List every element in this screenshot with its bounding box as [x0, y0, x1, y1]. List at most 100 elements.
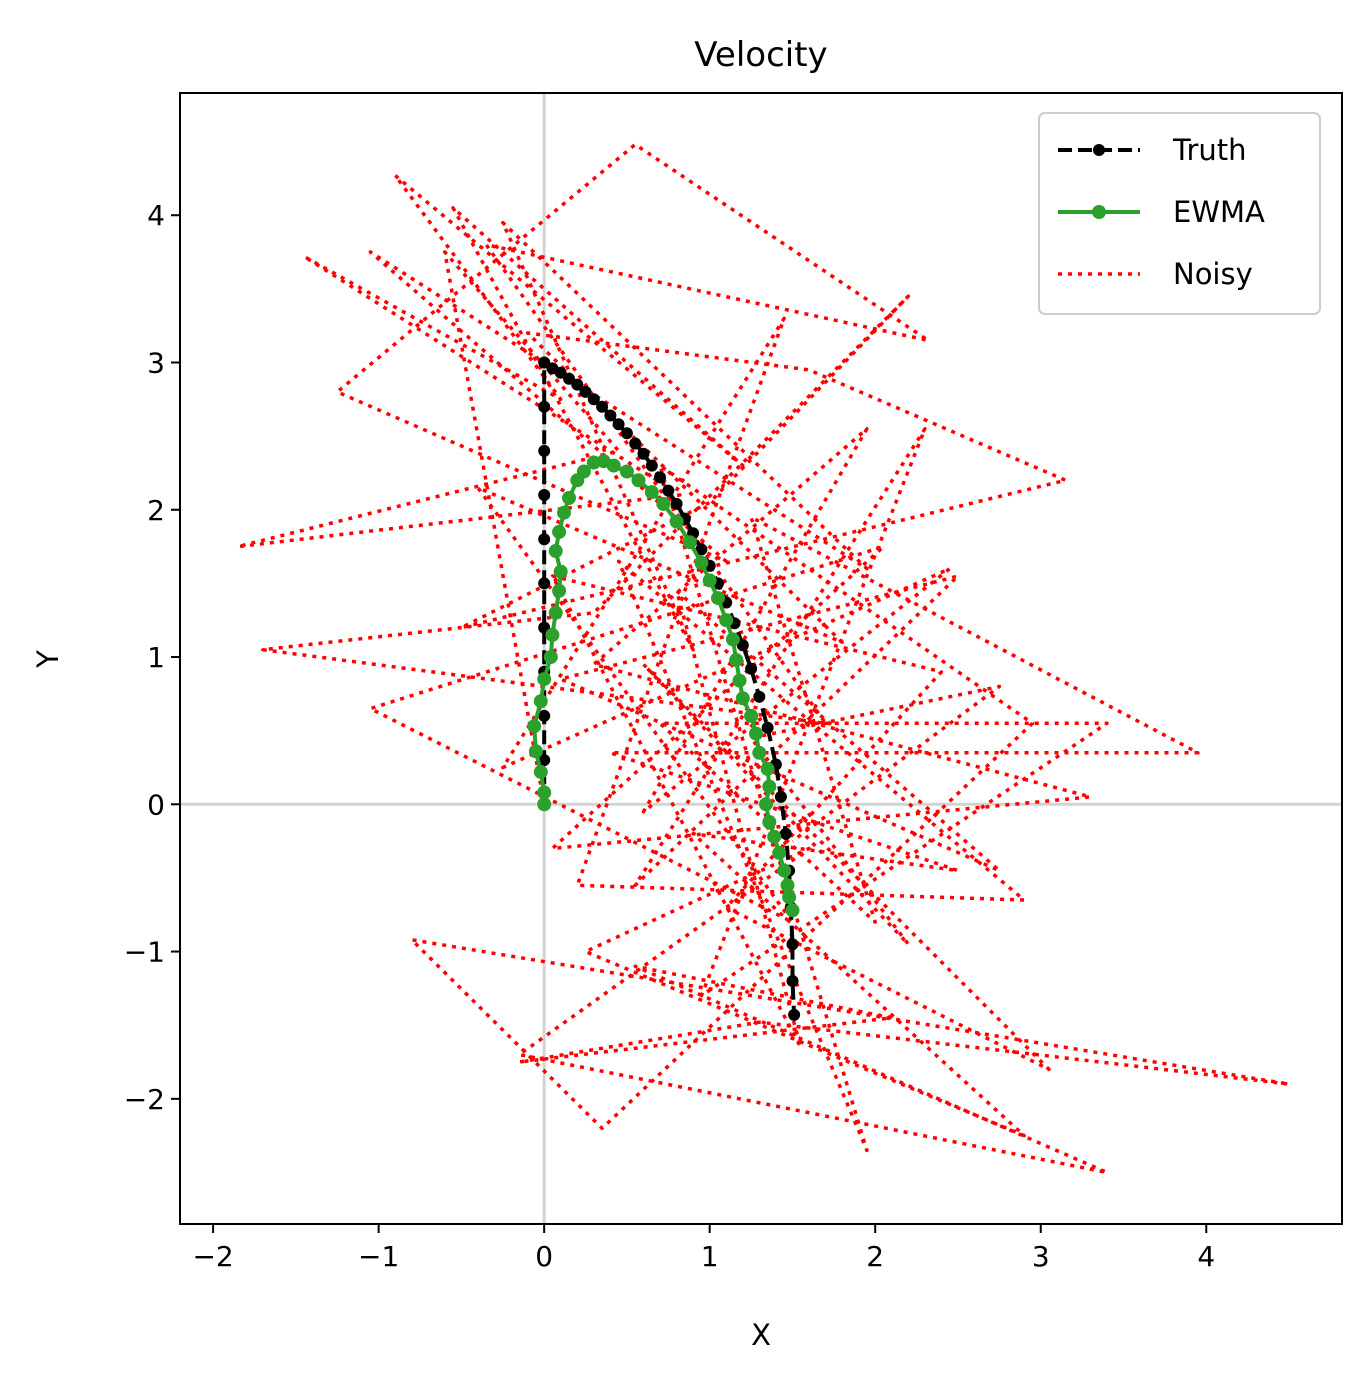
- data-point-ewma: [725, 632, 740, 647]
- data-point-ewma: [533, 764, 548, 779]
- data-point-ewma: [545, 627, 560, 642]
- data-point-truth: [579, 385, 592, 398]
- data-point-ewma: [533, 694, 548, 709]
- data-point-ewma: [702, 573, 717, 588]
- data-point-truth: [662, 484, 675, 497]
- data-point-truth: [538, 533, 551, 546]
- data-point-truth: [753, 690, 766, 703]
- data-point-truth: [736, 639, 749, 652]
- data-point-ewma: [644, 485, 659, 500]
- data-point-ewma: [537, 672, 552, 687]
- x-axis: −2 −1 0 1 2 3 4: [192, 1224, 1215, 1273]
- legend-item-truth: Truth: [1058, 133, 1247, 167]
- data-point-truth: [538, 444, 551, 457]
- data-point-ewma: [760, 761, 775, 776]
- data-point-ewma: [656, 496, 671, 511]
- data-point-ewma: [732, 673, 747, 688]
- series-ewma: [527, 454, 800, 918]
- data-point-truth: [538, 489, 551, 501]
- data-point-ewma: [548, 605, 563, 620]
- data-point-ewma: [576, 464, 591, 479]
- legend-swatch-marker: [1092, 205, 1106, 219]
- y-tick-label: −2: [124, 1083, 165, 1116]
- legend-box: [1038, 112, 1321, 315]
- data-point-ewma: [553, 564, 568, 579]
- data-point-truth: [571, 378, 584, 391]
- data-point-ewma: [729, 653, 744, 667]
- data-point-truth: [670, 497, 683, 510]
- data-point-ewma: [744, 708, 759, 723]
- x-tick-label: −2: [192, 1240, 233, 1273]
- data-point-truth: [786, 975, 799, 987]
- data-point-truth: [604, 409, 617, 422]
- series-line-truth: [542, 360, 797, 1015]
- data-point-truth: [538, 709, 551, 722]
- data-point-truth: [779, 827, 792, 840]
- data-point-ewma: [528, 744, 543, 759]
- data-point-ewma: [552, 524, 567, 539]
- data-point-truth: [695, 543, 708, 556]
- data-point-truth: [745, 662, 758, 675]
- x-tick-label: 2: [866, 1240, 884, 1273]
- series-noisy: [236, 142, 1291, 1175]
- data-point-ewma: [552, 583, 567, 598]
- data-point-truth: [761, 721, 774, 734]
- legend-item-ewma: EWMA: [1058, 195, 1265, 229]
- data-point-ewma: [669, 514, 684, 529]
- data-point-ewma: [782, 890, 797, 905]
- data-point-ewma: [752, 745, 767, 760]
- x-tick-label: 4: [1197, 1240, 1215, 1273]
- legend-label: Noisy: [1173, 257, 1253, 291]
- data-point-ewma: [711, 591, 725, 606]
- data-point-ewma: [694, 555, 709, 570]
- data-point-truth: [620, 427, 633, 440]
- data-point-ewma: [548, 544, 563, 558]
- data-point-ewma: [759, 797, 773, 812]
- y-tick-label: 4: [147, 199, 165, 232]
- data-point-ewma: [777, 863, 792, 878]
- data-point-truth: [563, 372, 575, 385]
- data-point-ewma: [772, 845, 787, 860]
- y-tick-label: 3: [147, 346, 165, 379]
- plot-frame: [179, 92, 1343, 1225]
- data-point-truth: [786, 938, 799, 951]
- y-tick-label: 2: [147, 494, 165, 527]
- y-axis: −2 −1 0 1 2 3 4: [124, 199, 180, 1116]
- data-point-ewma: [527, 719, 542, 734]
- data-point-ewma: [606, 458, 621, 473]
- legend: Truth EWMA Noisy: [1038, 112, 1321, 315]
- legend-label: Truth: [1172, 133, 1247, 167]
- data-point-truth: [538, 400, 551, 413]
- x-tick-label: −1: [358, 1240, 399, 1273]
- x-tick-label: 0: [535, 1240, 553, 1273]
- y-tick-label: 0: [147, 788, 165, 821]
- data-point-ewma: [631, 473, 646, 488]
- legend-swatch-marker: [1093, 144, 1105, 156]
- y-tick-label: −1: [124, 936, 165, 969]
- y-tick-label: 1: [147, 641, 165, 674]
- data-point-ewma: [762, 779, 777, 794]
- data-point-truth: [596, 400, 609, 413]
- data-point-ewma: [537, 785, 552, 800]
- data-point-truth: [629, 437, 642, 450]
- data-point-ewma: [719, 613, 734, 628]
- data-point-truth: [554, 366, 567, 379]
- data-point-ewma: [762, 815, 777, 829]
- series-layer: [236, 142, 1291, 1175]
- data-point-truth: [654, 471, 666, 484]
- data-point-ewma: [749, 726, 763, 741]
- y-axis-label: Y: [31, 650, 65, 669]
- data-point-truth: [538, 577, 551, 590]
- legend-item-noisy: Noisy: [1058, 257, 1253, 291]
- data-point-truth: [587, 393, 600, 406]
- data-point-truth: [612, 418, 625, 431]
- data-point-truth: [538, 754, 551, 767]
- data-point-ewma: [537, 797, 552, 812]
- data-point-truth: [774, 790, 787, 803]
- data-point-ewma: [543, 650, 558, 664]
- data-point-truth: [788, 1008, 801, 1021]
- series-line-noisy: [236, 142, 1291, 1175]
- data-point-ewma: [619, 464, 634, 479]
